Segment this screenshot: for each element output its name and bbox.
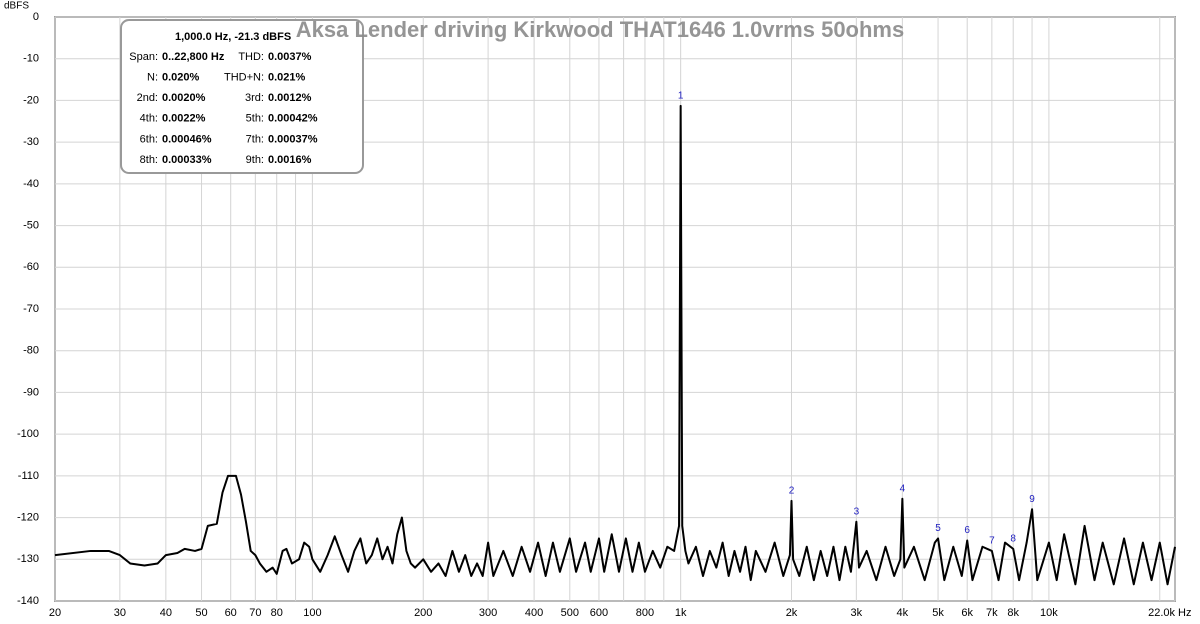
x-tick-label: 4k (897, 607, 909, 619)
x-tick-label: 5k (932, 607, 944, 619)
x-tick-label: 30 (114, 607, 126, 619)
x-tick-label: 400 (525, 607, 543, 619)
x-tick-label: 1k (675, 607, 687, 619)
x-tick-label: 800 (636, 607, 654, 619)
x-tick-label: 60 (225, 607, 237, 619)
info-value: 0.00046% (162, 133, 212, 145)
info-label: THD: (238, 51, 264, 63)
info-value: 0.0037% (268, 51, 312, 63)
info-label: N: (147, 72, 158, 84)
x-tick-label: 10k (1040, 607, 1058, 619)
info-label: THD+N: (224, 72, 264, 84)
y-tick-label: 0 (33, 11, 39, 23)
info-label: Span: (129, 51, 158, 63)
harmonic-marker: 5 (935, 523, 941, 534)
harmonic-marker: 4 (900, 483, 906, 494)
y-tick-label: -140 (17, 595, 39, 607)
x-tick-label: 80 (271, 607, 283, 619)
y-tick-label: -100 (17, 428, 39, 440)
info-value: 0.021% (268, 72, 306, 84)
x-tick-label: 3k (851, 607, 863, 619)
info-value: 0.00037% (268, 133, 318, 145)
info-label: 6th: (140, 133, 158, 145)
x-tick-label: 40 (160, 607, 172, 619)
info-label: 3rd: (245, 92, 264, 104)
info-label: 9th: (246, 154, 264, 166)
y-tick-label: -90 (23, 386, 39, 398)
info-label: 7th: (246, 133, 264, 145)
x-tick-label: 22.0k (1148, 607, 1175, 619)
info-label: 2nd: (137, 92, 158, 104)
y-tick-label: -120 (17, 511, 39, 523)
x-tick-label: 100 (303, 607, 321, 619)
y-tick-label: -130 (17, 553, 39, 565)
x-tick-label: 2k (786, 607, 798, 619)
info-value: 0.00042% (268, 113, 318, 125)
info-label: 8th: (140, 154, 158, 166)
x-tick-label: 7k (986, 607, 998, 619)
x-tick-label: 20 (49, 607, 61, 619)
info-value: 0..22,800 Hz (162, 51, 225, 63)
x-tick-label: 50 (195, 607, 207, 619)
y-tick-label: -30 (23, 136, 39, 148)
info-label: 5th: (246, 113, 264, 125)
y-tick-label: -50 (23, 219, 39, 231)
harmonic-marker: 8 (1010, 533, 1016, 544)
y-tick-label: -20 (23, 94, 39, 106)
harmonic-marker: 3 (854, 506, 860, 517)
harmonic-marker: 6 (964, 525, 970, 536)
info-value: 0.0022% (162, 113, 206, 125)
x-tick-label: 600 (590, 607, 608, 619)
x-tick-label: 500 (561, 607, 579, 619)
chart-title: Aksa Lender driving Kirkwood THAT1646 1.… (296, 17, 904, 42)
harmonic-marker: 9 (1029, 494, 1035, 505)
x-tick-label: 300 (479, 607, 497, 619)
harmonic-marker: 1 (678, 90, 684, 101)
y-tick-label: -60 (23, 261, 39, 273)
y-tick-label: -10 (23, 53, 39, 65)
info-value: 0.00033% (162, 154, 212, 166)
info-label: 4th: (140, 113, 158, 125)
y-tick-label: -70 (23, 303, 39, 315)
info-box (120, 19, 364, 174)
harmonic-marker: 2 (789, 486, 795, 497)
info-header: 1,000.0 Hz, -21.3 dBFS (175, 31, 291, 43)
info-value: 0.0012% (268, 92, 312, 104)
y-tick-label: -80 (23, 345, 39, 357)
info-value: 0.0016% (268, 154, 312, 166)
info-value: 0.0020% (162, 92, 206, 104)
info-value: 0.020% (162, 72, 200, 84)
x-tick-label: 8k (1007, 607, 1019, 619)
harmonic-marker: 7 (989, 536, 995, 547)
y-tick-label: -110 (18, 470, 39, 482)
x-unit: Hz (1178, 607, 1191, 619)
y-unit: dBFS (4, 1, 29, 12)
y-tick-label: -40 (23, 178, 39, 190)
spectrum-line (54, 104, 1176, 586)
x-tick-label: 70 (249, 607, 261, 619)
x-tick-label: 200 (414, 607, 432, 619)
x-tick-label: 6k (961, 607, 973, 619)
